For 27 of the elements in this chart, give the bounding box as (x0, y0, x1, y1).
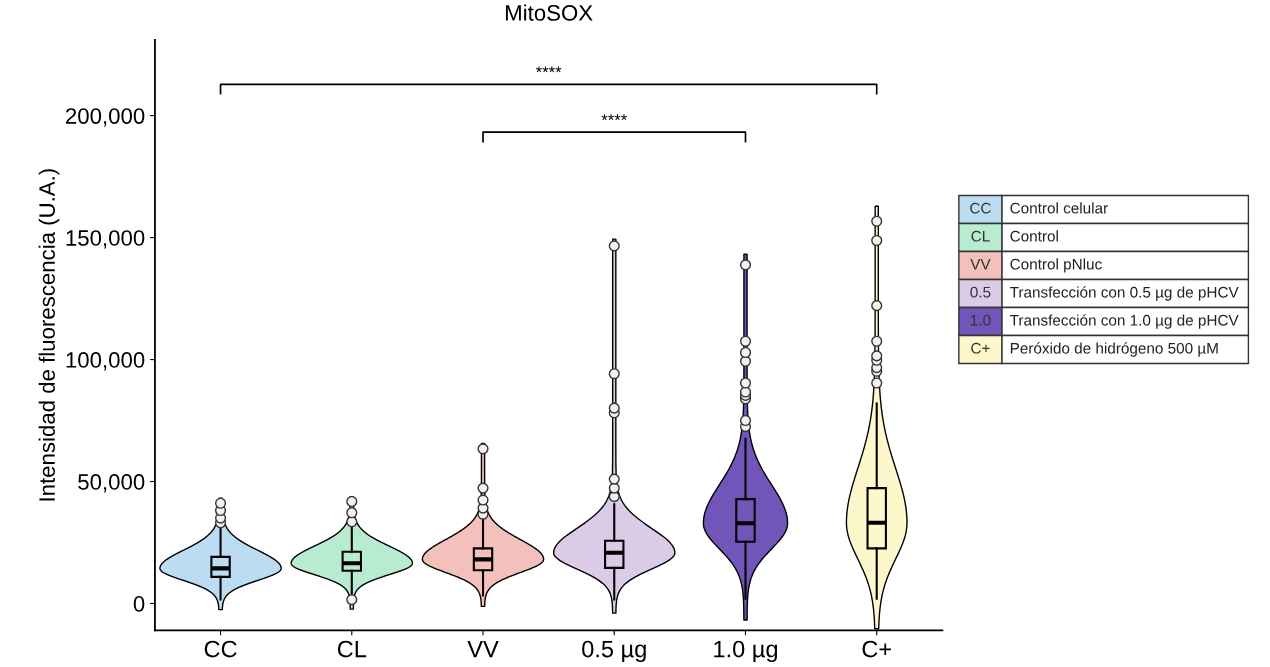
x-tick-label: 1.0 µg (714, 640, 778, 663)
legend-label: Transfección con 1.0 µg de pHCV (1009, 314, 1239, 329)
text: VV (970, 258, 991, 270)
y-tick-label: 50,000 (78, 474, 145, 493)
text: C+ (971, 342, 990, 354)
x-tick-label: CL (337, 640, 367, 658)
y-axis-title: Intensidad de fluorescencia (U.A.) (38, 169, 60, 501)
text: CC (970, 202, 991, 214)
legend-label: Control pNluc (1010, 258, 1102, 273)
legend-label: Control celular (1010, 202, 1108, 214)
x-tick-label: C+ (862, 640, 891, 658)
text: 1.0 (970, 314, 991, 326)
text: CL (971, 230, 990, 242)
x-tick-label: 0.5 µg (582, 640, 646, 663)
legend-label: Peróxido de hidrógeno 500 µM (1010, 342, 1218, 357)
x-tick-label: CC (204, 640, 237, 658)
y-tick-label: 0 (133, 596, 145, 612)
text: 0.5 (970, 286, 991, 298)
y-tick-label: 200,000 (66, 108, 145, 127)
y-tick-label: 100,000 (66, 352, 145, 371)
y-tick-label: 150,000 (66, 230, 145, 249)
annotation: **** (535, 66, 562, 73)
legend-label: Transfección con 0.5 µg de pHCV (1009, 286, 1239, 301)
legend-label: Control (1010, 230, 1058, 242)
chart-title: MitoSOX (506, 4, 593, 21)
annotation: **** (601, 114, 627, 121)
x-tick-label: VV (467, 640, 499, 658)
